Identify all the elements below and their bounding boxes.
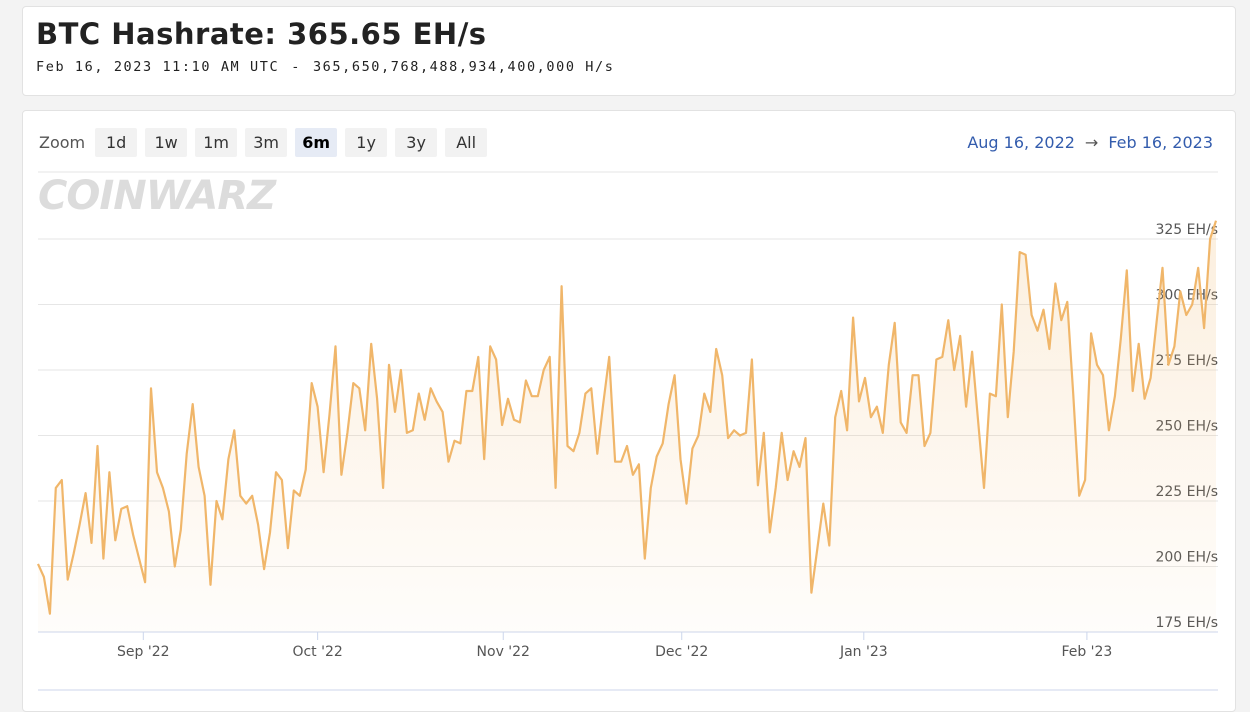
separator: -	[291, 59, 301, 75]
x-tick-label: Dec '22	[655, 644, 708, 660]
zoom-button[interactable]: 1w	[145, 128, 188, 157]
zoom-button[interactable]: All	[445, 128, 488, 157]
exact-hashrate: 365,650,768,488,934,400,000 H/s	[312, 59, 615, 75]
zoom-button[interactable]: 1m	[195, 128, 238, 157]
page: BTC Hashrate: 365.65 EH/s Feb 16, 2023 1…	[22, 6, 1236, 712]
zoom-button[interactable]: 3m	[245, 128, 288, 157]
zoom-bar: Zoom 1d 1w 1m 3m 6m 1y 3y All	[39, 128, 495, 157]
timestamp: Feb 16, 2023 11:10 AM UTC	[36, 59, 280, 75]
range-from[interactable]: Aug 16, 2022	[967, 133, 1075, 152]
chart: COINWARZ 175 EH/s200 EH/s225 EH/s250 EH/…	[36, 171, 1218, 691]
date-range: Aug 16, 2022 → Feb 16, 2023	[957, 133, 1213, 152]
range-arrow: →	[1084, 133, 1099, 152]
zoom-button[interactable]: 3y	[395, 128, 438, 157]
x-tick-label: Oct '22	[292, 644, 342, 660]
area-fill	[38, 220, 1216, 632]
x-tick-label: Jan '23	[839, 644, 888, 660]
title: BTC Hashrate: 365.65 EH/s	[36, 17, 487, 51]
y-tick-label: 325 EH/s	[1155, 222, 1218, 238]
x-tick-label: Feb '23	[1061, 644, 1112, 660]
header-card: BTC Hashrate: 365.65 EH/s Feb 16, 2023 1…	[22, 6, 1236, 96]
zoom-button[interactable]: 6m	[295, 128, 338, 157]
x-tick-label: Nov '22	[477, 644, 530, 660]
zoom-button[interactable]: 1y	[345, 128, 388, 157]
x-tick-label: Sep '22	[117, 644, 170, 660]
range-to[interactable]: Feb 16, 2023	[1108, 133, 1213, 152]
zoom-label: Zoom	[39, 133, 86, 152]
subtitle: Feb 16, 2023 11:10 AM UTC -365,650,768,48…	[36, 59, 627, 75]
watermark: COINWARZ	[38, 173, 277, 219]
zoom-button[interactable]: 1d	[95, 128, 138, 157]
hashrate-line	[36, 220, 1218, 615]
